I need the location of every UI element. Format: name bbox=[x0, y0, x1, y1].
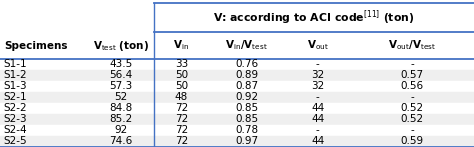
Text: 52: 52 bbox=[114, 92, 128, 102]
Text: 32: 32 bbox=[311, 81, 324, 91]
Text: 0.56: 0.56 bbox=[401, 81, 424, 91]
Text: 0.52: 0.52 bbox=[401, 103, 424, 113]
Text: 44: 44 bbox=[311, 136, 324, 147]
Text: 92: 92 bbox=[114, 125, 128, 136]
Text: 56.4: 56.4 bbox=[109, 70, 133, 80]
Text: S1-3: S1-3 bbox=[4, 81, 27, 91]
Text: V$_{\rm out}$/V$_{\rm test}$: V$_{\rm out}$/V$_{\rm test}$ bbox=[388, 39, 437, 52]
Text: V: according to ACI code$^{[11]}$ (ton): V: according to ACI code$^{[11]}$ (ton) bbox=[213, 8, 415, 27]
Bar bbox=[0, 136, 474, 147]
Text: 48: 48 bbox=[175, 92, 188, 102]
Text: 0.87: 0.87 bbox=[235, 81, 258, 91]
Text: S1-2: S1-2 bbox=[4, 70, 27, 80]
Text: 84.8: 84.8 bbox=[109, 103, 133, 113]
Text: -: - bbox=[410, 125, 414, 136]
Text: Specimens: Specimens bbox=[4, 41, 67, 51]
Text: -: - bbox=[410, 92, 414, 102]
Text: 32: 32 bbox=[311, 70, 324, 80]
Text: V$_{\rm out}$: V$_{\rm out}$ bbox=[307, 39, 328, 52]
Text: V$_{\rm in}$: V$_{\rm in}$ bbox=[173, 39, 189, 52]
Bar bbox=[0, 59, 474, 70]
Text: -: - bbox=[316, 59, 319, 69]
Text: 0.85: 0.85 bbox=[235, 114, 258, 125]
Text: 57.3: 57.3 bbox=[109, 81, 133, 91]
Text: S2-2: S2-2 bbox=[4, 103, 27, 113]
Text: S1-1: S1-1 bbox=[4, 59, 27, 69]
Text: 72: 72 bbox=[175, 103, 188, 113]
Text: S2-1: S2-1 bbox=[4, 92, 27, 102]
Text: -: - bbox=[316, 92, 319, 102]
Text: 74.6: 74.6 bbox=[109, 136, 133, 147]
Text: 72: 72 bbox=[175, 136, 188, 147]
Bar bbox=[0, 92, 474, 103]
Text: 33: 33 bbox=[175, 59, 188, 69]
Text: V$_{\rm test}$ (ton): V$_{\rm test}$ (ton) bbox=[93, 39, 149, 53]
Text: 0.76: 0.76 bbox=[235, 59, 258, 69]
Bar bbox=[0, 125, 474, 136]
Bar bbox=[0, 81, 474, 92]
Bar bbox=[0, 70, 474, 81]
Text: 0.85: 0.85 bbox=[235, 103, 258, 113]
Text: 44: 44 bbox=[311, 114, 324, 125]
Text: S2-4: S2-4 bbox=[4, 125, 27, 136]
Text: -: - bbox=[410, 59, 414, 69]
Text: 0.92: 0.92 bbox=[235, 92, 258, 102]
Text: 72: 72 bbox=[175, 114, 188, 125]
Text: 43.5: 43.5 bbox=[109, 59, 133, 69]
Text: S2-5: S2-5 bbox=[4, 136, 27, 147]
Bar bbox=[0, 103, 474, 114]
Text: 50: 50 bbox=[175, 81, 188, 91]
Text: 0.97: 0.97 bbox=[235, 136, 258, 147]
Text: S2-3: S2-3 bbox=[4, 114, 27, 125]
Text: 0.59: 0.59 bbox=[401, 136, 424, 147]
Text: 44: 44 bbox=[311, 103, 324, 113]
Text: -: - bbox=[316, 125, 319, 136]
Text: 0.89: 0.89 bbox=[235, 70, 258, 80]
Text: 50: 50 bbox=[175, 70, 188, 80]
Text: 0.78: 0.78 bbox=[235, 125, 258, 136]
Text: V$_{\rm in}$/V$_{\rm test}$: V$_{\rm in}$/V$_{\rm test}$ bbox=[225, 39, 268, 52]
Text: 72: 72 bbox=[175, 125, 188, 136]
Text: 85.2: 85.2 bbox=[109, 114, 133, 125]
Text: 0.57: 0.57 bbox=[401, 70, 424, 80]
Bar bbox=[0, 114, 474, 125]
Text: 0.52: 0.52 bbox=[401, 114, 424, 125]
